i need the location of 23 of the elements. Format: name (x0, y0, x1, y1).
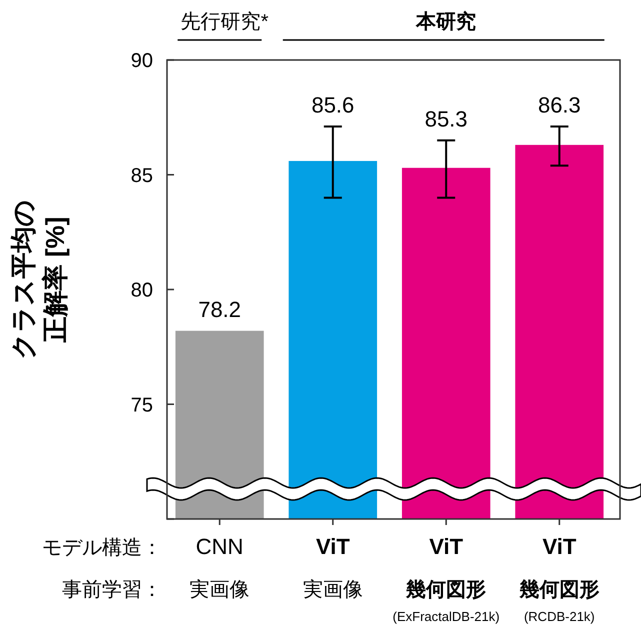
y-tick-label: 90 (130, 50, 153, 72)
y-tick-label: 75 (130, 394, 153, 416)
data-label: 78.2 (198, 296, 242, 322)
text: (ExFractalDB-21k) (392, 609, 500, 624)
y-tick-label: 80 (130, 280, 153, 302)
x-tick-label: ViT (316, 534, 350, 559)
data-label: 86.3 (538, 92, 581, 118)
text: 実画像 (302, 578, 363, 601)
y-tick-label: 85 (130, 164, 153, 187)
text: 実画像 (190, 578, 250, 601)
y-axis-title: クラス平均の正解率 [%] (8, 200, 70, 360)
text: 幾何図形 (405, 579, 486, 601)
x-tick-label: ViT (542, 534, 577, 559)
x-tick-label: CNN (196, 534, 244, 559)
data-label: 85.6 (311, 92, 354, 118)
data-label: 85.3 (424, 106, 468, 132)
text: 先行研究* (180, 11, 269, 33)
text: (RCDB-21k) (524, 609, 595, 624)
text: 本研究 (415, 10, 476, 33)
text: 事前学習： (62, 579, 162, 601)
text: モデル構造： (42, 537, 162, 559)
text: 幾何図形 (518, 579, 600, 601)
x-tick-label: ViT (429, 534, 464, 559)
